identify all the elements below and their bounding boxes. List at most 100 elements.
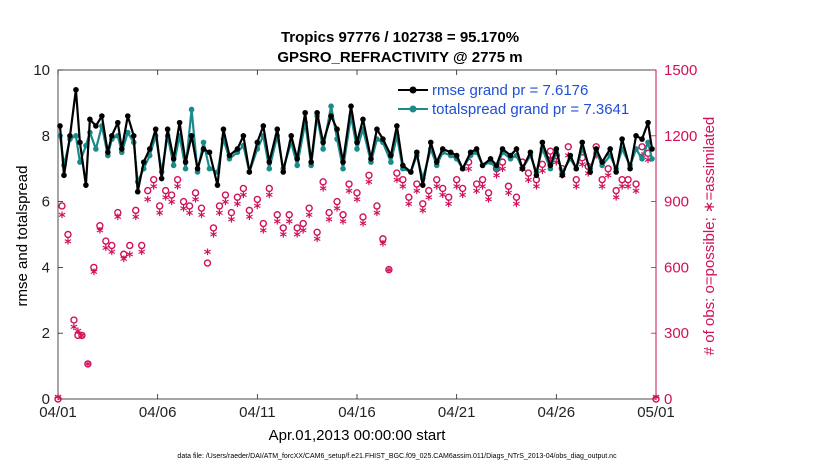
obs-assimilated-point: * <box>433 181 441 197</box>
series-point-totalspread <box>188 106 195 113</box>
obs-possible-point <box>84 360 92 368</box>
obs-possible-point <box>239 184 248 193</box>
obs-assimilated-point: * <box>132 212 140 228</box>
obs-possible-point <box>203 259 212 267</box>
y-left-tick-label: 8 <box>42 128 50 145</box>
obs-possible-point <box>253 195 262 204</box>
obs-assimilated-point: * <box>266 190 274 206</box>
obs-assimilated-point: * <box>192 195 200 211</box>
obs-assimilated-point: * <box>333 203 341 219</box>
obs-possible-point <box>299 219 307 228</box>
obs-assimilated-point: * <box>365 177 373 193</box>
series-point-rmse <box>427 139 434 146</box>
obs-possible-point <box>120 250 128 258</box>
series-point-rmse <box>613 169 619 175</box>
obs-assimilated-point: * <box>126 249 134 265</box>
series-point-totalspread <box>206 165 213 172</box>
series-point-rmse <box>354 139 360 146</box>
obs-assimilated-point: * <box>579 160 587 176</box>
obs-possible-point <box>444 193 453 201</box>
obs-assimilated-point: * <box>216 208 224 224</box>
obs-possible-point <box>604 164 612 173</box>
x-tick-label: 04/26 <box>538 404 576 421</box>
series-point-rmse <box>340 159 346 165</box>
series-point-totalspread <box>124 129 131 136</box>
obs-possible-point <box>452 175 461 184</box>
series-point-rmse <box>214 182 221 188</box>
obs-possible-point <box>624 175 632 184</box>
legend-box <box>395 79 650 119</box>
obs-possible-point <box>58 202 66 210</box>
series-point-rmse <box>118 146 125 152</box>
series-point-rmse <box>433 159 440 165</box>
obs-possible-point <box>221 191 230 199</box>
obs-assimilated-point: * <box>70 322 78 338</box>
y-axis-left: 0 2 4 6 8 10 <box>33 62 63 408</box>
obs-possible-point <box>305 204 313 212</box>
series-point-rmse <box>368 156 374 162</box>
y-axis-right: 0 300 600 900 1200 1500 <box>651 62 697 408</box>
obs-possible-point <box>70 316 78 324</box>
series-point-rmse <box>348 103 354 109</box>
series-point-rmse <box>200 146 207 152</box>
obs-assimilated-point: * <box>162 192 170 208</box>
series-point-rmse <box>170 156 177 162</box>
series-point-rmse <box>254 139 261 146</box>
obs-assimilated-point: * <box>573 181 581 197</box>
series-point-rmse <box>493 162 500 169</box>
series-point-rmse <box>459 165 466 172</box>
obs-possible-point <box>365 171 373 179</box>
obs-assimilated-point: * <box>120 254 128 270</box>
series-point-rmse <box>109 133 115 139</box>
series-point-rmse <box>539 139 546 146</box>
series-point-rmse <box>593 146 599 152</box>
obs-possible-point <box>273 211 281 219</box>
series-point-totalspread <box>320 146 326 152</box>
series-point-rmse <box>567 152 574 159</box>
obs-assimilated-point: * <box>505 188 513 204</box>
series-point-totalspread <box>266 165 273 172</box>
obs-assimilated-point: * <box>539 166 547 182</box>
obs-possible-point <box>279 224 287 232</box>
series-point-totalspread <box>645 139 651 146</box>
series-point-rmse <box>547 162 554 169</box>
series-point-rmse <box>240 133 247 139</box>
series-point-rmse <box>288 133 295 139</box>
series-point-rmse <box>388 152 394 159</box>
obs-assimilated-point: * <box>222 197 230 213</box>
obs-assimilated-point: * <box>413 186 421 202</box>
obs-possible-point <box>64 230 72 239</box>
obs-possible-point <box>325 208 333 217</box>
obs-assimilated-point: * <box>644 155 652 171</box>
obs-possible-point <box>114 208 122 217</box>
obs-possible-point <box>74 331 82 340</box>
obs-assimilated-point: * <box>144 195 152 211</box>
y-axis-left-label: rmse and totalspread <box>14 166 31 307</box>
obs-assimilated-point: * <box>254 201 262 217</box>
series-point-rmse <box>499 146 506 152</box>
series-point-rmse <box>408 169 414 175</box>
obs-possible-point <box>632 180 640 188</box>
series-point-rmse <box>553 146 560 152</box>
y-right-tick-label: 600 <box>664 259 689 276</box>
obs-possible-point <box>96 222 104 230</box>
obs-assimilated-point: * <box>234 199 242 215</box>
series-point-rmse <box>152 126 159 133</box>
series-point-rmse <box>467 149 474 156</box>
obs-assimilated-point: * <box>180 203 188 219</box>
obs-possible-point <box>484 189 493 197</box>
plot-area <box>57 69 657 400</box>
obs-assimilated-point: * <box>260 225 268 241</box>
legend-rmse-marker <box>409 86 417 94</box>
obs-assimilated-point: * <box>393 175 401 191</box>
obs-assimilated-point: * <box>459 190 467 206</box>
obs-assimilated-point: * <box>96 225 104 241</box>
series-point-rmse <box>274 126 281 133</box>
series-point-rmse <box>87 116 93 123</box>
obs-possible-point <box>138 241 146 250</box>
obs-assimilated-point: * <box>138 247 146 263</box>
series-point-rmse <box>633 133 639 139</box>
series-point-rmse <box>360 116 366 123</box>
obs-assimilated-point: * <box>525 175 533 191</box>
obs-assimilated-point: * <box>425 192 433 208</box>
